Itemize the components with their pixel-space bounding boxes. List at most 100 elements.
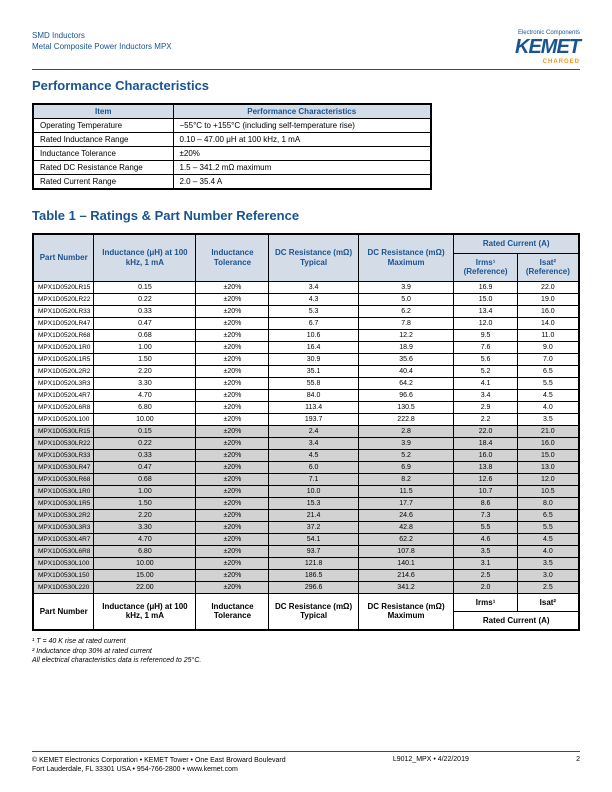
- cell-ind: 10.00: [94, 557, 196, 569]
- footnote-1: ¹ T = 40 K rise at rated current: [32, 637, 580, 647]
- table-row: MPX1D0530LR330.33±20%4.55.216.015.0: [33, 449, 579, 461]
- cell-pn: MPX1D0520L1R0: [33, 341, 94, 353]
- cell-irms: 13.4: [454, 305, 517, 317]
- cell-ind: 1.50: [94, 497, 196, 509]
- cell-tol: ±20%: [196, 329, 269, 341]
- table-row: MPX1D0520L3R33.30±20%55.864.24.15.5: [33, 377, 579, 389]
- cell-tol: ±20%: [196, 497, 269, 509]
- table-row: MPX1D0530L10010.00±20%121.8140.13.13.5: [33, 557, 579, 569]
- foot-inductance: Inductance (μH) at 100 kHz, 1 mA: [94, 593, 196, 630]
- cell-pn: MPX1D0530L3R3: [33, 521, 94, 533]
- section-heading-performance: Performance Characteristics: [32, 78, 580, 93]
- cell-isat: 16.0: [517, 437, 579, 449]
- cell-pn: MPX1D0520LR47: [33, 317, 94, 329]
- cell-ind: 0.33: [94, 449, 196, 461]
- cell-dct: 35.1: [269, 365, 358, 377]
- cell-tol: ±20%: [196, 281, 269, 293]
- logo-block: Electronic Components KEMET CHARGED: [515, 30, 580, 65]
- cell-dcm: 18.9: [358, 341, 454, 353]
- cell-dcm: 130.5: [358, 401, 454, 413]
- cell-tol: ±20%: [196, 353, 269, 365]
- table-row: MPX1D0520LR330.33±20%5.36.213.416.0: [33, 305, 579, 317]
- col-rated-current: Rated Current (A): [454, 234, 579, 253]
- cell-ind: 10.00: [94, 413, 196, 425]
- cell-ind: 2.20: [94, 365, 196, 377]
- cell-irms: 5.6: [454, 353, 517, 365]
- cell-pn: MPX1D0530LR15: [33, 425, 94, 437]
- cell-ind: 2.20: [94, 509, 196, 521]
- cell-dcm: 107.8: [358, 545, 454, 557]
- cell-pn: MPX1D0520LR33: [33, 305, 94, 317]
- cell-dct: 15.3: [269, 497, 358, 509]
- cell-tol: ±20%: [196, 533, 269, 545]
- table-row: MPX1D0530L4R74.70±20%54.162.24.64.5: [33, 533, 579, 545]
- cell-pn: MPX1D0520L6R8: [33, 401, 94, 413]
- pc-value: 0.10 – 47.00 μH at 100 kHz, 1 mA: [173, 133, 431, 147]
- cell-dct: 113.4: [269, 401, 358, 413]
- cell-dct: 55.8: [269, 377, 358, 389]
- logo-main: KEMET: [515, 36, 580, 59]
- cell-ind: 0.33: [94, 305, 196, 317]
- table-row: MPX1D0520L1R51.50±20%30.935.65.67.0: [33, 353, 579, 365]
- cell-dct: 4.5: [269, 449, 358, 461]
- cell-tol: ±20%: [196, 293, 269, 305]
- table-row: MPX1D0520LR150.15±20%3.43.916.922.0: [33, 281, 579, 293]
- cell-ind: 15.00: [94, 569, 196, 581]
- pc-head-char: Performance Characteristics: [173, 104, 431, 119]
- cell-dct: 3.4: [269, 437, 358, 449]
- cell-dct: 6.0: [269, 461, 358, 473]
- cell-dct: 93.7: [269, 545, 358, 557]
- cell-irms: 5.2: [454, 365, 517, 377]
- cell-pn: MPX1D0530L150: [33, 569, 94, 581]
- table-row: MPX1D0520L6R86.80±20%113.4130.52.94.0: [33, 401, 579, 413]
- cell-ind: 3.30: [94, 521, 196, 533]
- cell-dct: 3.4: [269, 281, 358, 293]
- cell-isat: 4.5: [517, 533, 579, 545]
- cell-tol: ±20%: [196, 449, 269, 461]
- pc-item: Operating Temperature: [33, 119, 173, 133]
- cell-ind: 0.68: [94, 329, 196, 341]
- cell-tol: ±20%: [196, 389, 269, 401]
- cell-dcm: 42.8: [358, 521, 454, 533]
- cell-pn: MPX1D0520LR68: [33, 329, 94, 341]
- col-irms: Irms¹ (Reference): [454, 253, 517, 281]
- cell-dcm: 3.9: [358, 437, 454, 449]
- cell-irms: 12.6: [454, 473, 517, 485]
- table-row: MPX1D0530L6R86.80±20%93.7107.83.54.0: [33, 545, 579, 557]
- cell-dcm: 5.0: [358, 293, 454, 305]
- table-row: MPX1D0520L1R01.00±20%16.418.97.69.0: [33, 341, 579, 353]
- pc-head-item: Item: [33, 104, 173, 119]
- cell-dcm: 214.6: [358, 569, 454, 581]
- cell-irms: 16.0: [454, 449, 517, 461]
- cell-dcm: 341.2: [358, 581, 454, 593]
- cell-dct: 121.8: [269, 557, 358, 569]
- table-row: MPX1D0530LR150.15±20%2.42.822.021.0: [33, 425, 579, 437]
- cell-dct: 10.0: [269, 485, 358, 497]
- cell-ind: 3.30: [94, 377, 196, 389]
- cell-irms: 16.9: [454, 281, 517, 293]
- cell-isat: 13.0: [517, 461, 579, 473]
- pc-value: 2.0 – 35.4 A: [173, 175, 431, 190]
- cell-ind: 1.00: [94, 485, 196, 497]
- table-row: MPX1D0520L2R22.20±20%35.140.45.26.5: [33, 365, 579, 377]
- cell-irms: 7.6: [454, 341, 517, 353]
- cell-dcm: 96.6: [358, 389, 454, 401]
- cell-dct: 21.4: [269, 509, 358, 521]
- cell-dcm: 8.2: [358, 473, 454, 485]
- cell-isat: 6.5: [517, 509, 579, 521]
- cell-dct: 37.2: [269, 521, 358, 533]
- cell-dcm: 64.2: [358, 377, 454, 389]
- cell-tol: ±20%: [196, 473, 269, 485]
- cell-ind: 0.15: [94, 425, 196, 437]
- cell-tol: ±20%: [196, 401, 269, 413]
- cell-ind: 1.00: [94, 341, 196, 353]
- cell-dcm: 5.2: [358, 449, 454, 461]
- cell-dcm: 17.7: [358, 497, 454, 509]
- cell-irms: 9.5: [454, 329, 517, 341]
- table-row: MPX1D0520L4R74.70±20%84.096.63.44.5: [33, 389, 579, 401]
- cell-dct: 54.1: [269, 533, 358, 545]
- table-row: MPX1D0530LR220.22±20%3.43.918.416.0: [33, 437, 579, 449]
- cell-isat: 3.0: [517, 569, 579, 581]
- cell-dct: 10.6: [269, 329, 358, 341]
- cell-dct: 7.1: [269, 473, 358, 485]
